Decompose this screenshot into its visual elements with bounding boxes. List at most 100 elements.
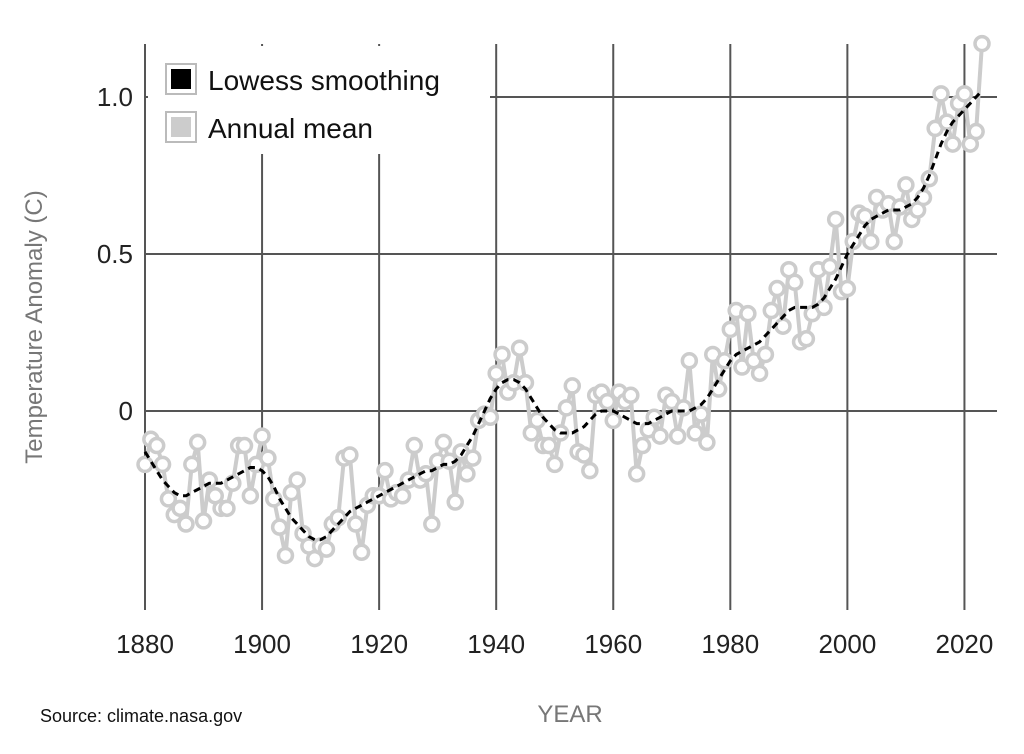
- legend: Lowess smoothing Annual mean: [148, 46, 490, 154]
- annual-mean-point: [821, 257, 839, 276]
- annual-mean-point: [581, 461, 599, 480]
- y-tick-label: 0.5: [97, 239, 133, 269]
- annual-mean-point: [446, 493, 464, 511]
- annual-mean-point: [171, 499, 189, 518]
- annual-mean-point: [346, 515, 365, 533]
- annual-mean-point: [604, 411, 623, 430]
- annual-mean-point: [943, 135, 962, 153]
- annual-mean-point: [405, 436, 423, 455]
- legend-label-annual: Annual mean: [208, 113, 373, 144]
- annual-mean-series: [136, 34, 991, 568]
- x-tick-label: 1940: [467, 629, 525, 659]
- annual-mean-point: [194, 512, 213, 530]
- annual-mean-point: [826, 210, 845, 229]
- annual-mean-point: [341, 446, 359, 464]
- x-tick-label: 1980: [701, 629, 759, 659]
- annual-mean-point: [393, 487, 412, 505]
- annual-mean-point: [686, 424, 704, 442]
- annual-mean-point: [563, 377, 582, 395]
- annual-mean-point: [528, 411, 546, 430]
- annual-mean-point: [317, 540, 336, 558]
- annual-mean-point: [627, 465, 646, 483]
- lowess-smoothing-series: [143, 89, 984, 542]
- legend-label-lowess: Lowess smoothing: [208, 65, 440, 96]
- annual-mean-point: [288, 471, 306, 489]
- y-tick-label: 1.0: [97, 82, 133, 112]
- annual-mean-point: [897, 176, 915, 194]
- annual-mean-point: [253, 427, 271, 445]
- annual-mean-point: [674, 399, 693, 417]
- legend-background: [148, 46, 490, 154]
- annual-mean-point: [955, 85, 974, 103]
- annual-mean-point: [668, 427, 687, 445]
- x-tick-label: 1960: [584, 629, 642, 659]
- annual-mean-point: [545, 455, 564, 474]
- annual-mean-point: [692, 405, 710, 423]
- annual-mean-point: [276, 546, 295, 565]
- annual-mean-point: [598, 392, 617, 411]
- annual-mean-point: [774, 317, 792, 335]
- annual-mean-point: [183, 455, 201, 474]
- annual-mean-point: [856, 207, 874, 226]
- annual-mean-point: [651, 427, 669, 445]
- annual-mean-point: [622, 386, 640, 405]
- annual-mean-point: [493, 345, 511, 364]
- annual-mean-point: [159, 490, 178, 508]
- annual-mean-point: [575, 446, 593, 464]
- annual-mean-point: [270, 518, 289, 536]
- x-tick-label: 1880: [116, 629, 174, 659]
- annual-mean-point: [153, 455, 172, 474]
- y-tick-label: 0: [119, 396, 133, 426]
- annual-mean-point: [464, 449, 482, 467]
- annual-mean-point: [235, 436, 254, 455]
- annual-mean-point: [756, 345, 775, 364]
- annual-mean-point: [797, 330, 816, 348]
- annual-mean-point: [633, 436, 652, 455]
- annual-mean-point: [434, 433, 453, 452]
- x-tick-label: 2000: [818, 629, 876, 659]
- source-text: Source: climate.nasa.gov: [40, 706, 242, 726]
- annual-mean-point: [352, 543, 371, 562]
- x-tick-label: 2020: [936, 629, 994, 659]
- annual-mean-point: [188, 433, 207, 452]
- annual-mean-point: [458, 465, 476, 483]
- annual-mean-point: [709, 380, 728, 398]
- annual-mean-point: [739, 304, 757, 323]
- annual-mean-point: [762, 301, 781, 320]
- annual-mean-point: [481, 408, 500, 427]
- legend-swatch-lowess: [171, 69, 191, 89]
- annual-mean-point: [844, 232, 862, 251]
- annual-mean-point: [241, 487, 260, 505]
- x-axis-label: YEAR: [537, 701, 602, 728]
- annual-mean-point: [487, 364, 505, 383]
- annual-mean-point: [885, 232, 903, 251]
- annual-mean-point: [177, 515, 195, 533]
- annual-mean-point: [721, 320, 740, 339]
- annual-mean-point: [557, 399, 576, 417]
- annual-mean-point: [698, 433, 716, 452]
- annual-mean-point: [147, 436, 166, 455]
- annual-mean-point: [510, 339, 529, 357]
- annual-mean-point: [680, 352, 699, 370]
- annual-mean-point: [750, 364, 769, 383]
- annual-mean-point: [376, 461, 394, 480]
- annual-mean-point: [218, 499, 236, 518]
- annual-mean-point: [838, 279, 857, 298]
- annual-mean-point: [862, 232, 880, 251]
- annual-mean-point: [136, 455, 154, 474]
- x-tick-label: 1920: [350, 629, 408, 659]
- annual-mean-point: [815, 298, 833, 317]
- annual-mean-point: [932, 85, 950, 103]
- annual-mean-point: [259, 449, 277, 467]
- annual-mean-point: [967, 122, 985, 141]
- annual-mean-point: [785, 273, 804, 292]
- annual-mean-point: [768, 279, 786, 298]
- tick-labels: 1880 1900 1920 1940 1960 1980 2000 2020 0 0.5 1.0: [97, 82, 994, 659]
- y-axis-label: Temperature Anomaly (C): [21, 190, 48, 463]
- annual-mean-point: [423, 515, 441, 533]
- legend-swatch-annual: [171, 117, 191, 137]
- lowess-smoothing-line: [143, 89, 984, 542]
- annual-mean-point: [973, 34, 991, 53]
- x-tick-label: 1900: [233, 629, 291, 659]
